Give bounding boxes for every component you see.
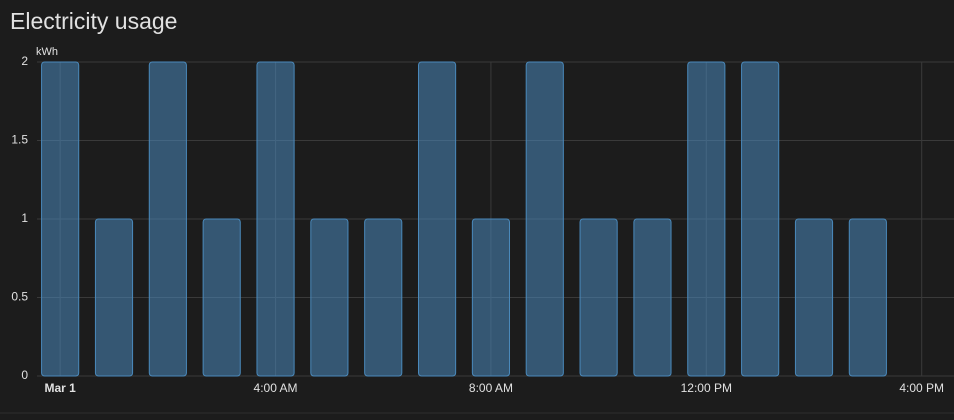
bar	[94, 218, 134, 377]
bar	[848, 218, 887, 377]
bar	[364, 218, 403, 377]
bar	[418, 61, 457, 377]
x-tick-label: 12:00 PM	[681, 381, 732, 395]
y-tick-label: 0	[21, 368, 28, 382]
bar	[256, 61, 295, 377]
y-tick-label: 1	[21, 211, 28, 225]
y-tick-label: 0.5	[11, 290, 28, 304]
bar	[579, 218, 618, 377]
bar	[41, 61, 80, 377]
bar	[633, 218, 672, 377]
x-tick-label: 4:00 AM	[254, 381, 298, 395]
y-axis-label: kWh	[36, 46, 58, 58]
x-tick-label: 8:00 AM	[469, 381, 513, 395]
bar	[471, 218, 511, 377]
card-title: Electricity usage	[10, 8, 177, 34]
bar	[687, 61, 726, 377]
y-tick-label: 1.5	[11, 133, 28, 147]
bar	[794, 218, 834, 377]
bar	[741, 61, 780, 377]
bar	[202, 218, 241, 377]
y-tick-label: 2	[21, 54, 28, 68]
bar	[525, 61, 564, 377]
bar	[148, 61, 187, 377]
x-tick-label: Mar 1	[44, 381, 76, 395]
x-tick-label: 4:00 PM	[899, 381, 944, 395]
bar	[310, 218, 349, 377]
